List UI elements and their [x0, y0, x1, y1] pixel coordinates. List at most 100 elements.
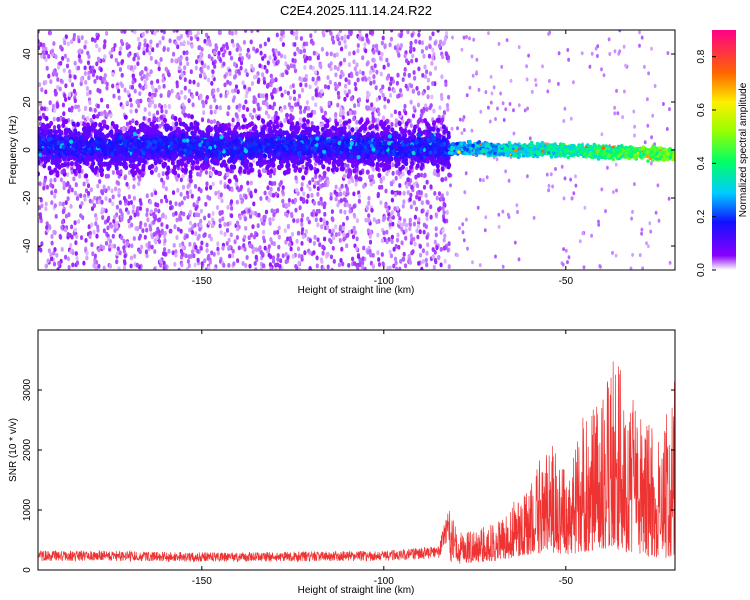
heatmap-cell [277, 186, 281, 192]
heatmap-cell [633, 124, 636, 129]
heatmap-cell [504, 169, 507, 174]
heatmap-cell [266, 60, 270, 66]
heatmap-cell [293, 58, 297, 64]
heatmap-cell [429, 103, 433, 108]
heatmap-cell [219, 93, 223, 98]
heatmap-cell [578, 239, 582, 244]
heatmap-cell [98, 179, 102, 184]
heatmap-cell [588, 64, 592, 69]
heatmap-cell [173, 224, 177, 230]
heatmap-cell [436, 255, 441, 260]
heatmap-cell [291, 162, 296, 169]
heatmap-cell [148, 50, 152, 56]
heatmap-cell [229, 55, 234, 61]
heatmap-cell [179, 228, 183, 234]
heatmap-cell [77, 53, 81, 59]
heatmap-cell [427, 53, 432, 59]
heatmap-cell [279, 108, 284, 113]
heatmap-cell [344, 83, 348, 89]
heatmap-cell [391, 170, 395, 176]
heatmap-cell [276, 229, 280, 235]
heatmap-cell [331, 217, 335, 223]
heatmap-cell [195, 91, 199, 97]
heatmap-cell [557, 81, 560, 86]
heatmap-cell [313, 30, 317, 34]
heatmap-cell [429, 184, 433, 190]
heatmap-cell [87, 54, 91, 59]
heatmap-cell [163, 103, 167, 109]
heatmap-cell [447, 264, 451, 269]
heatmap-cell [50, 200, 54, 206]
heatmap-cell [66, 172, 70, 178]
heatmap-cell [365, 206, 369, 211]
heatmap-cell [279, 258, 283, 264]
heatmap-cell [599, 264, 602, 269]
heatmap-cell [549, 172, 553, 177]
heatmap-cell [638, 253, 642, 258]
heatmap-cell [213, 50, 217, 56]
heatmap-cell [325, 30, 329, 33]
heatmap-cell [613, 105, 616, 110]
heatmap-cell [289, 117, 293, 123]
heatmap-cell [590, 233, 593, 238]
heatmap-cell [54, 188, 58, 194]
heatmap-cell [221, 216, 225, 222]
heatmap-cell [367, 195, 371, 201]
heatmap-cell [348, 110, 352, 116]
heatmap-cell [91, 251, 95, 257]
heatmap-cell [368, 229, 373, 235]
heatmap-cell [256, 102, 260, 108]
heatmap-cell [373, 63, 377, 69]
heatmap-cell [100, 97, 104, 103]
heatmap-cell [175, 176, 179, 182]
heatmap-cell [72, 88, 76, 94]
heatmap-cell [143, 79, 147, 85]
heatmap-cell [312, 250, 316, 256]
heatmap-cell [433, 239, 437, 245]
heatmap-cell [517, 45, 521, 50]
heatmap-cell [271, 216, 275, 222]
heatmap-cell [570, 196, 574, 201]
heatmap-cell [343, 34, 347, 40]
heatmap-cell [352, 59, 356, 65]
heatmap-cell [220, 198, 224, 204]
heatmap-cell [256, 223, 260, 229]
heatmap-cell [214, 169, 219, 175]
heatmap-cell [74, 104, 78, 110]
heatmap-cell [219, 230, 223, 235]
heatmap-cell [75, 196, 80, 201]
heatmap-cell [263, 245, 267, 251]
heatmap-cell [654, 210, 658, 215]
heatmap-cell [231, 253, 235, 259]
heatmap-cell [188, 209, 193, 215]
heatmap-cell [153, 249, 157, 254]
heatmap-cell [162, 47, 166, 52]
heatmap-cell [255, 232, 259, 238]
heatmap-cell [142, 46, 146, 52]
heatmap-cell [117, 95, 121, 101]
heatmap-cell [65, 63, 70, 69]
heatmap-cell [204, 99, 208, 105]
heatmap-cell [223, 231, 227, 237]
heatmap-cell [86, 183, 91, 189]
heatmap-cell [66, 232, 70, 237]
heatmap-cell [397, 212, 401, 218]
heatmap-cell [447, 94, 451, 100]
heatmap-cell [402, 251, 406, 257]
heatmap-cell [187, 263, 191, 269]
heatmap-cell [186, 194, 190, 200]
heatmap-cell [433, 168, 437, 174]
heatmap-cell [239, 60, 244, 66]
heatmap-cell [662, 102, 665, 106]
heatmap-cell [57, 64, 61, 70]
heatmap-cell [129, 102, 133, 108]
heatmap-cell [127, 64, 131, 70]
heatmap-cell [99, 75, 103, 81]
heatmap-cell [154, 239, 158, 245]
heatmap-cell [66, 196, 70, 202]
heatmap-cell [527, 53, 530, 58]
heatmap-cell [561, 262, 565, 267]
heatmap-cell [305, 199, 309, 204]
heatmap-cell [44, 89, 48, 95]
heatmap-cell [249, 214, 253, 219]
